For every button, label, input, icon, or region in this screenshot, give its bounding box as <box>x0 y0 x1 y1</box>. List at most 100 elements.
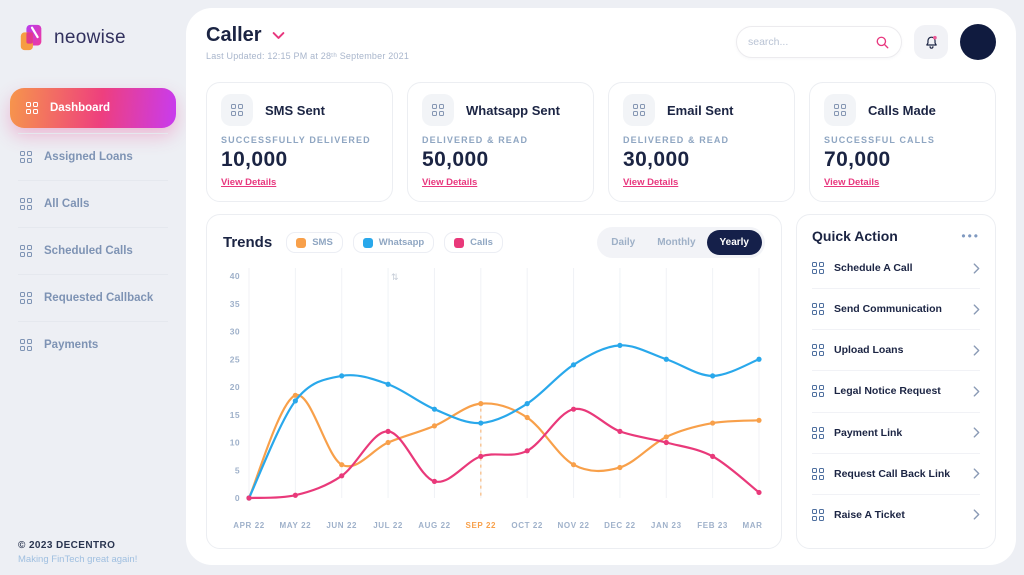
brand[interactable]: neowise <box>0 22 186 54</box>
svg-text:OCT 22: OCT 22 <box>511 521 543 530</box>
legend-label: Whatsapp <box>378 237 425 248</box>
divider <box>18 321 168 322</box>
quick-action-legal-notice-request[interactable]: Legal Notice Request <box>812 371 980 413</box>
svg-text:JAN 23: JAN 23 <box>651 521 682 530</box>
svg-text:JUL 22: JUL 22 <box>373 521 403 530</box>
grid-icon <box>812 344 824 357</box>
title-block: Caller Last Updated: 12:15 PM at 28ᵗʰ Se… <box>206 24 409 61</box>
tab-monthly[interactable]: Monthly <box>646 231 706 254</box>
sidebar-item-dashboard[interactable]: Dashboard <box>10 88 176 128</box>
page-title: Caller <box>206 24 262 46</box>
svg-text:SEP 22: SEP 22 <box>466 521 497 530</box>
email-icon <box>623 94 655 126</box>
sidebar-item-assigned-loans[interactable]: Assigned Loans <box>0 139 186 175</box>
view-details-link[interactable]: View Details <box>623 177 679 188</box>
legend-label: Calls <box>470 237 493 248</box>
tab-yearly[interactable]: Yearly <box>706 230 762 255</box>
avatar[interactable] <box>960 24 996 60</box>
search-input[interactable] <box>748 36 875 48</box>
grid-icon <box>812 262 824 275</box>
chevron-right-icon <box>973 386 980 397</box>
stat-title: Whatsapp Sent <box>466 102 560 118</box>
view-details-link[interactable]: View Details <box>824 177 880 188</box>
sms-icon <box>221 94 253 126</box>
legend-sms[interactable]: SMS <box>286 232 343 253</box>
sidebar-item-scheduled-calls[interactable]: Scheduled Calls <box>0 233 186 269</box>
brand-name: neowise <box>54 27 126 48</box>
divider <box>18 227 168 228</box>
sidebar-item-label: Requested Callback <box>44 292 154 304</box>
whatsapp-icon <box>422 94 454 126</box>
svg-text:15: 15 <box>230 410 240 420</box>
notifications-button[interactable] <box>914 25 948 59</box>
legend-whatsapp[interactable]: Whatsapp <box>352 232 435 253</box>
svg-text:MAY 22: MAY 22 <box>280 521 312 530</box>
stat-card-email-sent: Email Sent DELIVERED & READ 30,000 View … <box>608 82 795 202</box>
stat-card-whatsapp-sent: Whatsapp Sent DELIVERED & READ 50,000 Vi… <box>407 82 594 202</box>
neowise-logo-icon <box>20 24 42 51</box>
chevron-right-icon <box>973 304 980 315</box>
quick-action-label: Payment Link <box>834 426 903 439</box>
bell-icon <box>925 35 937 49</box>
trends-title: Trends <box>223 234 273 251</box>
sidebar-item-label: Dashboard <box>50 102 111 114</box>
grid-icon <box>26 102 38 114</box>
sms-swatch <box>296 237 307 248</box>
stat-caption: SUCCESSFULLY DELIVERED <box>221 135 371 145</box>
sidebar-item-payments[interactable]: Payments <box>0 327 186 363</box>
quick-action-label: Request Call Back Link <box>834 467 951 480</box>
svg-text:AUG 22: AUG 22 <box>418 521 451 530</box>
sidebar-item-requested-callback[interactable]: Requested Callback <box>0 280 186 316</box>
chevron-right-icon <box>973 509 980 520</box>
stat-value: 10,000 <box>221 148 288 171</box>
quick-action-panel: Quick Action ••• Schedule A Call Send Co… <box>796 214 996 549</box>
stat-value: 70,000 <box>824 148 891 171</box>
more-options-icon[interactable]: ••• <box>961 229 980 243</box>
search-icon[interactable] <box>875 35 890 50</box>
quick-action-label: Upload Loans <box>834 344 904 357</box>
sidebar-item-label: Assigned Loans <box>44 151 133 163</box>
bottom-row: Trends SMS Whatsapp Calls Daily Monthly … <box>206 214 996 549</box>
sidebar-footer: © 2023 DECENTRO Making FinTech great aga… <box>18 540 137 565</box>
view-details-link[interactable]: View Details <box>422 177 478 188</box>
calls-swatch <box>454 237 465 248</box>
stat-title: Email Sent <box>667 102 734 118</box>
quick-action-send-communication[interactable]: Send Communication <box>812 289 980 331</box>
quick-action-request-call-back-link[interactable]: Request Call Back Link <box>812 454 980 495</box>
sidebar-item-label: All Calls <box>44 198 90 210</box>
legend-calls[interactable]: Calls <box>444 232 503 253</box>
svg-text:JUN 22: JUN 22 <box>326 521 357 530</box>
svg-text:20: 20 <box>230 382 240 392</box>
sidebar-item-all-calls[interactable]: All Calls <box>0 186 186 222</box>
topbar: Caller Last Updated: 12:15 PM at 28ᵗʰ Se… <box>206 24 996 70</box>
topbar-right <box>736 24 996 60</box>
legend-label: SMS <box>312 237 333 248</box>
grid-icon <box>812 467 824 480</box>
view-details-link[interactable]: View Details <box>221 177 277 188</box>
page-title-dropdown[interactable]: Caller <box>206 24 409 47</box>
stat-value: 50,000 <box>422 148 489 171</box>
stat-caption: SUCCESSFUL CALLS <box>824 135 935 145</box>
stat-title: SMS Sent <box>265 102 325 118</box>
quick-action-title: Quick Action <box>812 228 898 244</box>
svg-text:40: 40 <box>230 271 240 281</box>
search-box <box>736 26 902 58</box>
stat-title: Calls Made <box>868 102 936 118</box>
quick-action-payment-link[interactable]: Payment Link <box>812 413 980 454</box>
svg-text:DEC 22: DEC 22 <box>604 521 636 530</box>
chevron-right-icon <box>973 262 980 274</box>
quick-action-raise-a-ticket[interactable]: Raise A Ticket <box>812 495 980 535</box>
svg-text:NOV 22: NOV 22 <box>558 521 590 530</box>
svg-text:30: 30 <box>230 327 240 337</box>
quick-action-header: Quick Action ••• <box>812 228 980 244</box>
quick-action-upload-loans[interactable]: Upload Loans <box>812 330 980 372</box>
stat-caption: DELIVERED & READ <box>422 135 529 145</box>
quick-action-schedule-a-call[interactable]: Schedule A Call <box>812 248 980 290</box>
stats-row: SMS Sent SUCCESSFULLY DELIVERED 10,000 V… <box>206 82 996 202</box>
sidebar: neowise Dashboard Assigned Loans All Cal… <box>0 0 186 575</box>
tab-daily[interactable]: Daily <box>600 231 646 254</box>
svg-text:APR 22: APR 22 <box>233 521 265 530</box>
stat-card-calls-made: Calls Made SUCCESSFUL CALLS 70,000 View … <box>809 82 996 202</box>
quick-action-label: Legal Notice Request <box>834 385 941 398</box>
grid-icon <box>20 339 32 351</box>
